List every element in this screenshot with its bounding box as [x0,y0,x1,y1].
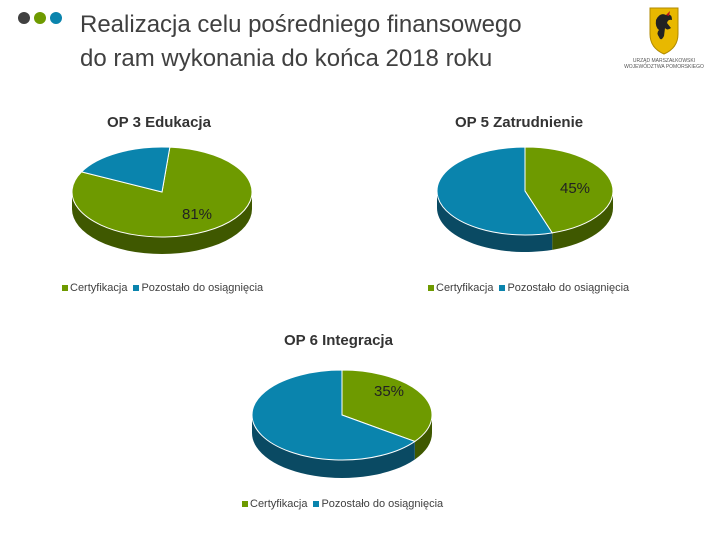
pie-side-certyfikacja [72,192,252,254]
legend-swatch-pozostalo [133,285,140,291]
chart-title-op3: OP 3 Edukacja [107,114,211,131]
data-label-op6: 35% [374,383,404,400]
dot-blue [50,12,62,24]
griffin-emblem-icon: URZĄD MARSZAŁKOWSKI WOJEWÓDZTWA POMORSKI… [624,7,704,70]
pie-chart-op5: 45% [436,146,614,252]
logo-line2: WOJEWÓDZTWA POMORSKIEGO [624,63,704,70]
legend-label-pozostalo: Pozostało do osiągnięcia [321,498,444,510]
legend-swatch-certyfikacja [242,501,248,507]
legend-label-certyfikacja: Certyfikacja [436,282,494,294]
pie-side-certyfikacja [552,191,613,250]
decorative-dots [18,12,62,24]
page-title: Realizacja celu pośredniego finansowego … [80,8,522,76]
pie-slice-certyfikacja [524,146,614,234]
legend-label-pozostalo: Pozostało do osiągnięcia [141,282,264,294]
logo-line1: URZĄD MARSZAŁKOWSKI [633,58,695,64]
pie-side-pozostalo [437,191,553,252]
legend-swatch-pozostalo [499,285,506,291]
page-title-line1: Realizacja celu pośredniego finansowego [80,11,522,38]
pie-slice-certyfikacja [341,369,433,443]
pie-side-certyfikacja [414,415,432,460]
logo: URZĄD MARSZAŁKOWSKI WOJEWÓDZTWA POMORSKI… [612,6,716,70]
data-label-op5: 45% [560,180,590,197]
legend-label-certyfikacja: Certyfikacja [250,498,308,510]
chart-title-op6: OP 6 Integracja [284,332,393,349]
legend-label-certyfikacja: Certyfikacja [70,282,128,294]
pie-slice-pozostalo [251,369,416,461]
legend-op5: Certyfikacja Pozostało do osiągnięcia [428,282,629,294]
legend-swatch-pozostalo [313,501,320,507]
legend-label-pozostalo: Pozostało do osiągnięcia [507,282,630,294]
legend-swatch-certyfikacja [428,285,434,291]
chart-title-op5: OP 5 Zatrudnienie [455,114,584,131]
pie-slice-pozostalo [80,146,171,193]
pie-slice-pozostalo [436,146,554,236]
data-label-op3: 81% [182,206,212,223]
dot-green [34,12,46,24]
pie-chart-op6: 35% [251,369,433,478]
legend-op3: Certyfikacja Pozostało do osiągnięcia [62,282,263,294]
legend-op6: Certyfikacja Pozostało do osiągnięcia [242,498,443,510]
pie-side-pozostalo [252,415,415,478]
legend-swatch-certyfikacja [62,285,68,291]
dot-dark [18,12,30,24]
page-title-line2: do ram wykonania do końca 2018 roku [80,45,493,72]
pie-chart-op3: 81% [71,146,253,254]
